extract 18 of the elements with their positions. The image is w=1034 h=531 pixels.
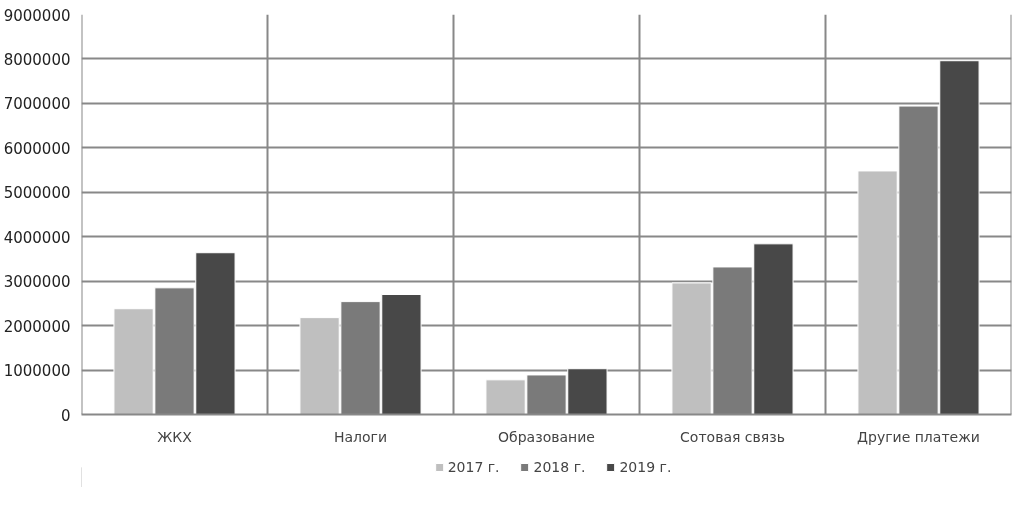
legend-label: 2018 г.	[533, 459, 586, 475]
x-tick-label: Образование	[498, 428, 595, 445]
x-tick-label: Налоги	[333, 428, 388, 445]
x-tick-label: Сотовая связь	[680, 428, 785, 445]
y-tick-label: 0	[60, 406, 71, 425]
y-tick-label: 7000000	[3, 95, 71, 114]
legend-label: 2019 г.	[619, 459, 672, 475]
y-tick-label: 5000000	[3, 184, 71, 203]
y-tick-label: 2000000	[3, 317, 71, 336]
y-tick-label: 3000000	[3, 273, 71, 292]
x-tick-label: Другие платежи	[857, 428, 980, 445]
legend-label: 2017 г.	[447, 459, 500, 475]
y-tick-label: 6000000	[3, 139, 71, 158]
y-tick-label: 9000000	[3, 6, 71, 25]
y-tick-label: 4000000	[3, 228, 71, 247]
y-tick-label: 8000000	[3, 50, 71, 69]
y-tick-label: 1000000	[3, 362, 71, 381]
x-tick-label: ЖКХ	[157, 428, 193, 445]
